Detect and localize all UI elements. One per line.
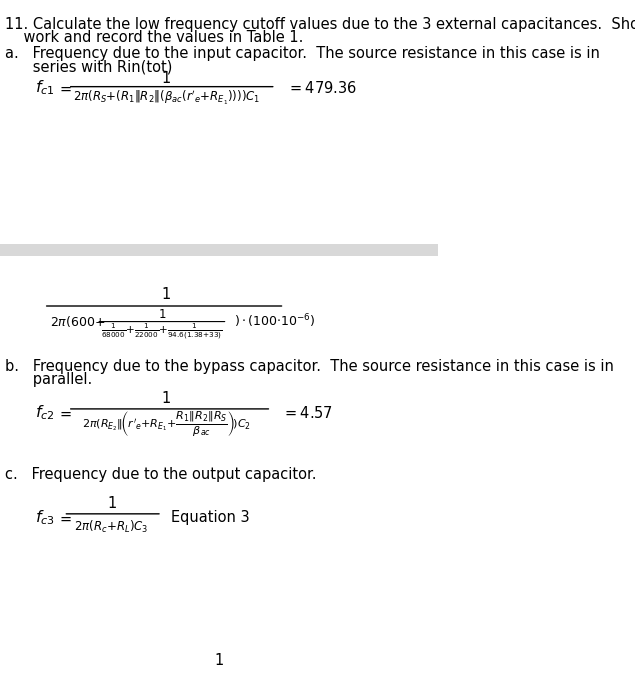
Text: $2\pi(R_{E_2}{\|}\!\left(r'_e{+}R_{E_1}{+}\dfrac{R_1{\|}R_2{\|}R_S}{\beta_{ac}}\: $2\pi(R_{E_2}{\|}\!\left(r'_e{+}R_{E_1}{… bbox=[82, 410, 251, 438]
Text: $1$: $1$ bbox=[161, 286, 171, 303]
Text: $=$: $=$ bbox=[57, 81, 72, 95]
Text: $)\cdot(100{\cdot}10^{-6})$: $)\cdot(100{\cdot}10^{-6})$ bbox=[234, 313, 316, 330]
Text: $=$: $=$ bbox=[57, 406, 72, 420]
Text: 11. Calculate the low frequency cutoff values due to the 3 external capacitances: 11. Calculate the low frequency cutoff v… bbox=[5, 17, 635, 32]
Text: $= 479.36$: $= 479.36$ bbox=[286, 80, 357, 96]
Text: series with Rin(tot): series with Rin(tot) bbox=[5, 60, 173, 74]
Text: $f_{c2}$: $f_{c2}$ bbox=[35, 403, 55, 422]
Text: Equation 3: Equation 3 bbox=[171, 510, 250, 525]
Text: $1$: $1$ bbox=[157, 308, 166, 322]
Text: 1: 1 bbox=[214, 653, 224, 668]
Text: $2\pi(R_c{+}R_L)C_3$: $2\pi(R_c{+}R_L)C_3$ bbox=[74, 519, 149, 536]
Text: $f_{c1}$: $f_{c1}$ bbox=[35, 79, 55, 97]
Text: work and record the values in Table 1.: work and record the values in Table 1. bbox=[5, 30, 304, 45]
Text: parallel.: parallel. bbox=[5, 372, 93, 387]
Text: $2\pi(R_S{+}(R_1{\|}R_2{\|}(\beta_{ac}(r'_e{+}R_{E_1}))))C_1$: $2\pi(R_S{+}(R_1{\|}R_2{\|}(\beta_{ac}(r… bbox=[72, 89, 260, 106]
Text: $1$: $1$ bbox=[107, 495, 117, 511]
Text: $= 4.57$: $= 4.57$ bbox=[282, 405, 333, 421]
Text: $f_{c3}$: $f_{c3}$ bbox=[35, 508, 55, 527]
Text: a.   Frequency due to the input capacitor.  The source resistance in this case i: a. Frequency due to the input capacitor.… bbox=[5, 46, 600, 61]
Text: b.   Frequency due to the bypass capacitor.  The source resistance in this case : b. Frequency due to the bypass capacitor… bbox=[5, 359, 614, 374]
Text: $1$: $1$ bbox=[161, 390, 171, 406]
Text: c.   Frequency due to the output capacitor.: c. Frequency due to the output capacitor… bbox=[5, 467, 317, 482]
FancyBboxPatch shape bbox=[0, 244, 438, 256]
Text: $\frac{1}{68000}{+}\frac{1}{22000}{+}\frac{1}{94.6(1.38{+}33)}$: $\frac{1}{68000}{+}\frac{1}{22000}{+}\fr… bbox=[101, 322, 223, 342]
Text: $2\pi(600{+}$: $2\pi(600{+}$ bbox=[50, 314, 106, 329]
Text: $1$: $1$ bbox=[161, 70, 171, 86]
Text: $=$: $=$ bbox=[57, 510, 72, 525]
